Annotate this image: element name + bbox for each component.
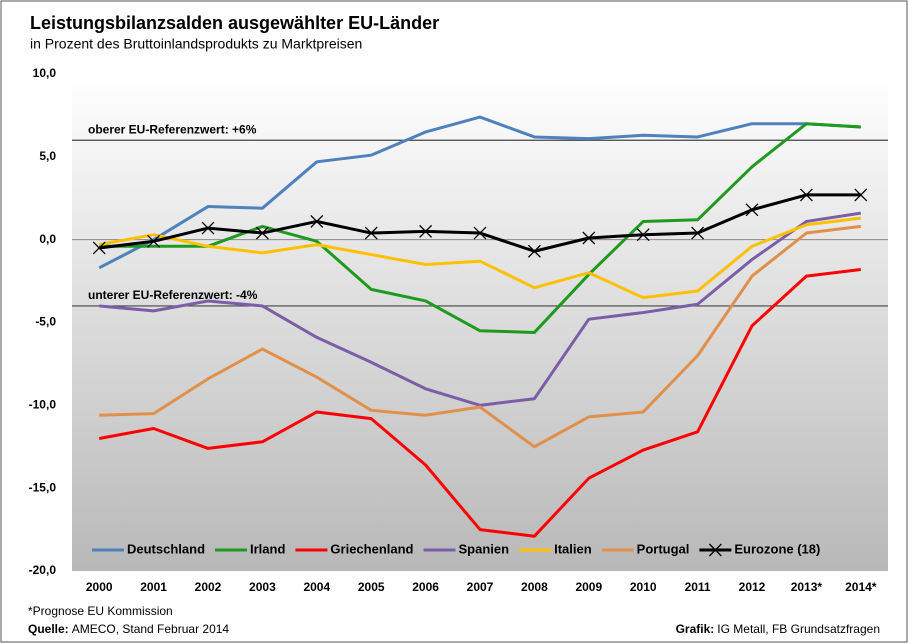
point-marker [582,231,596,245]
source-label: Quelle: [28,622,69,636]
credit-text: IG Metall, FB Grundsatzfragen [717,622,880,636]
series-line [99,122,861,334]
series-line [98,115,861,270]
x-tick-label: 2001 [140,580,167,594]
point-marker [799,188,813,202]
point-marker [310,214,324,228]
legend-label: Irland [250,541,285,556]
point-marker [854,188,868,202]
x-tick-label: 2004 [303,580,330,594]
chart-subtitle: in Prozent des Bruttoinlandsprodukts zu … [30,36,362,52]
point-marker [691,226,705,240]
reference-label: unterer EU-Referenzwert: -4% [88,288,258,302]
reference-label: oberer EU-Referenzwert: +6% [88,122,257,136]
legend-label: Spanien [459,541,510,556]
point-marker [255,226,269,240]
legend-label: Eurozone (18) [734,541,820,556]
legend-label: Italien [554,541,592,556]
x-tick-label: 2003 [249,580,276,594]
x-tick-label: 2006 [412,580,439,594]
y-tick-label: -15,0 [29,480,57,494]
series-line [98,267,861,538]
x-tick-label: 2005 [358,580,385,594]
x-tick-label: 2013* [791,580,823,594]
point-marker [473,226,487,240]
point-marker [527,244,541,258]
x-tick-label: 2000 [86,580,113,594]
y-tick-label: 0,0 [39,232,56,246]
point-marker [419,224,433,238]
legend-marker [708,543,722,557]
x-tick-label: 2008 [521,580,548,594]
point-marker [147,234,161,248]
y-tick-label: -20,0 [29,563,57,577]
point-marker [92,241,106,255]
y-tick-label: 10,0 [33,66,57,80]
legend-label: Griechenland [330,541,413,556]
x-tick-label: 2011 [685,580,711,594]
point-marker [636,228,650,242]
footnote: *Prognose EU Kommission [28,604,173,618]
plot-area [72,74,888,571]
x-tick-label: 2012 [739,580,766,594]
point-marker [745,203,759,217]
series-line [99,224,861,449]
chart-title: Leistungsbilanzsalden ausgewählter EU-Lä… [30,13,439,33]
point-marker [364,226,378,240]
point-marker [201,221,215,235]
series-line [99,211,862,407]
x-tick-label: 2007 [467,580,494,594]
legend-label: Deutschland [127,541,205,556]
y-tick-label: 5,0 [39,149,56,163]
x-tick-label: 2002 [195,580,222,594]
credit-label: Grafik: [676,622,715,636]
x-tick-label: 2010 [630,580,657,594]
series-line [98,216,861,300]
y-tick-label: -5,0 [35,315,56,329]
source: Quelle: AMECO, Stand Februar 2014 [28,622,229,636]
legend-label: Portugal [637,541,690,556]
x-tick-label: 2014* [845,580,877,594]
credit: Grafik: IG Metall, FB Grundsatzfragen [676,622,880,636]
y-tick-label: -10,0 [29,398,57,412]
source-text: AMECO, Stand Februar 2014 [72,622,230,636]
x-tick-label: 2009 [575,580,602,594]
